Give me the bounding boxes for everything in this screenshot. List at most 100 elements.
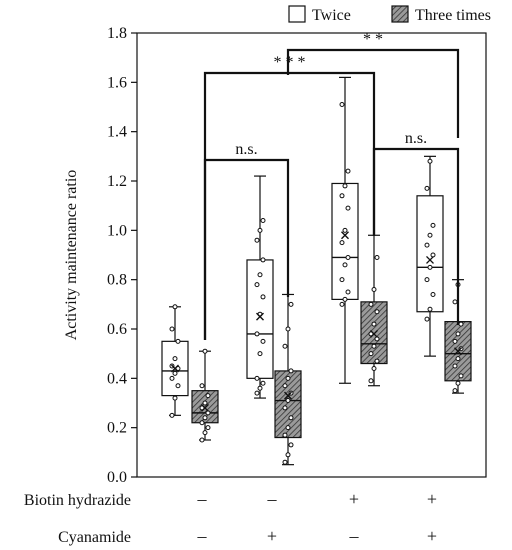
y-tick-label: 0.4 <box>107 370 127 387</box>
legend-swatch-twice <box>288 5 306 23</box>
y-tick-label: 0.8 <box>107 272 127 289</box>
box-1-twice <box>161 304 189 418</box>
data-point <box>254 282 260 288</box>
data-point <box>285 452 291 458</box>
data-point <box>288 368 294 374</box>
axes-layer: 0.0 0.2 0.4 0.6 0.8 1.0 1.2 1.4 1.6 1.8 Activity m… <box>63 25 487 486</box>
data-point <box>257 385 263 391</box>
condition-row-label: Cyanamide <box>58 529 131 546</box>
data-point <box>424 242 430 248</box>
significance-bracket: * * * <box>203 54 376 340</box>
box-2-three-times <box>274 293 302 466</box>
box-iqr <box>161 340 189 397</box>
data-point <box>172 370 178 376</box>
mean-marker <box>256 312 264 321</box>
data-point <box>175 383 181 389</box>
legend-label-twice: Twice <box>312 7 351 24</box>
y-tick-label: 1.0 <box>107 222 127 239</box>
annotations-layer: n.s. n.s. * * * * * <box>203 31 460 340</box>
y-axis-label: Activity maintenance ratio <box>63 170 80 341</box>
condition-table: Biotin hydrazide – – + + Cyanamide – + – + <box>24 489 437 546</box>
data-point <box>345 254 351 260</box>
y-tick-label: 0.2 <box>107 420 127 437</box>
y-tick-label: 1.8 <box>107 25 127 42</box>
data-point <box>430 222 436 228</box>
condition-value: + <box>427 489 437 509</box>
condition-value: – <box>197 526 208 546</box>
data-point <box>345 289 351 295</box>
data-point <box>202 348 208 354</box>
data-point <box>254 331 260 337</box>
bracket-line <box>372 147 460 325</box>
data-point <box>282 405 288 411</box>
data-point <box>282 459 288 465</box>
data-point <box>285 375 291 381</box>
legend-label-three-times: Three times <box>415 7 491 24</box>
data-point <box>452 388 458 394</box>
data-point <box>371 321 377 327</box>
mean-marker <box>426 255 434 264</box>
data-point <box>345 168 351 174</box>
data-point <box>345 205 351 211</box>
data-point <box>175 365 181 371</box>
mean-marker <box>201 403 209 412</box>
data-point <box>282 343 288 349</box>
data-point <box>254 390 260 396</box>
legend: Twice Three times <box>288 5 491 24</box>
mean-marker <box>284 391 292 400</box>
condition-row-label: Biotin hydrazide <box>24 492 131 509</box>
data-point <box>452 338 458 344</box>
legend-swatch-three-times <box>391 5 409 23</box>
data-point <box>371 287 377 293</box>
data-point <box>205 425 211 431</box>
data-point <box>202 430 208 436</box>
data-point <box>202 400 208 406</box>
data-point <box>427 264 433 270</box>
data-point <box>202 415 208 421</box>
condition-value: + <box>427 526 437 546</box>
data-point <box>257 351 263 357</box>
data-point <box>288 442 294 448</box>
data-point <box>371 365 377 371</box>
box-iqr <box>331 182 359 300</box>
data-point <box>424 277 430 283</box>
data-point <box>260 294 266 300</box>
data-point <box>342 296 348 302</box>
data-point <box>427 232 433 238</box>
data-point <box>458 321 464 327</box>
data-point <box>371 343 377 349</box>
bracket-line <box>286 48 460 138</box>
data-point <box>374 254 380 260</box>
data-point <box>199 405 205 411</box>
y-tick-label: 1.4 <box>107 124 127 141</box>
data-point <box>368 331 374 337</box>
box-3-twice <box>331 76 359 384</box>
box-iqr <box>360 301 388 365</box>
condition-value: – <box>349 526 360 546</box>
data-point <box>342 262 348 268</box>
data-point <box>260 338 266 344</box>
data-point <box>455 331 461 337</box>
data-point <box>172 356 178 362</box>
data-point <box>199 420 205 426</box>
data-point <box>339 240 345 246</box>
significance-label: * * <box>363 31 383 48</box>
data-point <box>282 432 288 438</box>
data-point <box>374 309 380 315</box>
data-point <box>260 257 266 263</box>
box-3-three-times <box>360 234 388 387</box>
condition-value: – <box>197 489 208 509</box>
data-point <box>199 437 205 443</box>
bracket-line <box>203 71 376 340</box>
data-point <box>260 217 266 223</box>
mean-marker <box>341 231 349 240</box>
data-point <box>427 306 433 312</box>
significance-label: n.s. <box>235 141 257 158</box>
data-point <box>257 227 263 233</box>
significance-bracket: n.s. <box>372 130 460 325</box>
data-point <box>368 378 374 384</box>
data-point <box>339 277 345 283</box>
data-point <box>285 425 291 431</box>
data-point <box>169 412 175 418</box>
data-point <box>368 301 374 307</box>
